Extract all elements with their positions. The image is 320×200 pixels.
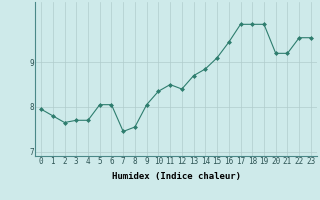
X-axis label: Humidex (Indice chaleur): Humidex (Indice chaleur): [111, 172, 241, 181]
